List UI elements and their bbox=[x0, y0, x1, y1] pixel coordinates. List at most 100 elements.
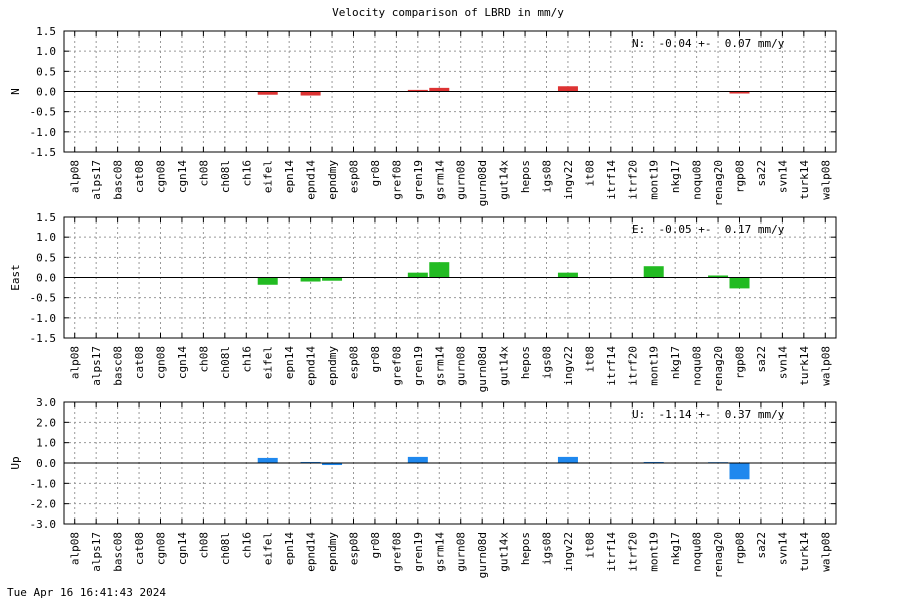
category-label: gurn08d bbox=[476, 532, 489, 578]
y-axis-title: East bbox=[9, 264, 22, 291]
category-label: mont19 bbox=[648, 160, 661, 200]
y-tick-label: 0.0 bbox=[36, 272, 56, 285]
bar-epndmy bbox=[322, 277, 343, 281]
bar-gsrm14 bbox=[429, 262, 450, 278]
category-label: itrf14 bbox=[605, 346, 618, 386]
category-label: noqu08 bbox=[691, 160, 704, 200]
category-label: sa22 bbox=[755, 532, 768, 559]
category-label: cgn14 bbox=[176, 160, 189, 193]
bar-rgp08 bbox=[729, 91, 750, 94]
bar-epnd14 bbox=[300, 91, 321, 96]
bar-ingv22 bbox=[557, 272, 578, 278]
bar-ingv22 bbox=[557, 456, 578, 463]
category-label: turk14 bbox=[798, 346, 811, 386]
y-tick-label: 0.0 bbox=[36, 86, 56, 99]
category-label: gurn08d bbox=[476, 346, 489, 392]
category-label: gr08 bbox=[369, 346, 382, 373]
category-label: gurn08 bbox=[455, 346, 468, 386]
category-label: ch08l bbox=[219, 160, 232, 193]
bar-eifel bbox=[257, 91, 278, 95]
category-label: rgp08 bbox=[734, 160, 747, 193]
y-tick-label: 0.5 bbox=[36, 251, 56, 264]
category-label: turk14 bbox=[798, 160, 811, 200]
category-label: igs08 bbox=[541, 532, 554, 565]
category-label: ingv22 bbox=[562, 160, 575, 200]
category-label: cat08 bbox=[133, 346, 146, 379]
y-tick-label: -1.0 bbox=[30, 477, 57, 490]
category-label: nkg17 bbox=[669, 160, 682, 193]
category-label: ch16 bbox=[240, 346, 253, 373]
stat-annotation: E: -0.05 +- 0.17 mm/y bbox=[632, 223, 785, 236]
bar-rgp08 bbox=[729, 277, 750, 289]
category-label: eifel bbox=[262, 532, 275, 565]
category-label: itrf20 bbox=[626, 532, 639, 572]
category-label: alps17 bbox=[90, 160, 103, 200]
category-label: alp08 bbox=[69, 160, 82, 193]
category-label: cgn08 bbox=[155, 532, 168, 565]
category-label: renag20 bbox=[712, 160, 725, 206]
category-label: epndmy bbox=[326, 160, 339, 200]
category-label: cat08 bbox=[133, 532, 146, 565]
category-label: gsrm14 bbox=[433, 160, 446, 200]
category-label: it08 bbox=[583, 160, 596, 187]
category-label: ingv22 bbox=[562, 346, 575, 386]
category-label: turk14 bbox=[798, 532, 811, 572]
y-axis-title: N bbox=[9, 88, 22, 95]
y-tick-label: 0.5 bbox=[36, 65, 56, 78]
panel-east: 1.5 1.0 0.5 0.0 -0.5 -1.0 -1.5 alp08 alps17 basc0… bbox=[9, 211, 837, 392]
category-label: walp08 bbox=[819, 346, 832, 386]
category-label: svn14 bbox=[776, 532, 789, 565]
category-label: noqu08 bbox=[691, 346, 704, 386]
category-label: cgn14 bbox=[176, 346, 189, 379]
category-label: ch16 bbox=[240, 160, 253, 187]
stat-annotation: N: -0.04 +- 0.07 mm/y bbox=[632, 37, 785, 50]
category-label: igs08 bbox=[541, 160, 554, 193]
category-label: gut14x bbox=[498, 346, 511, 386]
category-label: itrf20 bbox=[626, 160, 639, 200]
category-label: ch08l bbox=[219, 346, 232, 379]
category-label: alps17 bbox=[90, 346, 103, 386]
category-label: esp08 bbox=[348, 532, 361, 565]
category-label: noqu08 bbox=[691, 532, 704, 572]
y-tick-label: -1.5 bbox=[30, 146, 57, 159]
category-label: rgp08 bbox=[734, 532, 747, 565]
category-label: mont19 bbox=[648, 532, 661, 572]
bar-epndmy bbox=[322, 463, 343, 466]
category-label: gr08 bbox=[369, 532, 382, 559]
category-label: svn14 bbox=[776, 160, 789, 193]
category-label: ch08 bbox=[197, 532, 210, 559]
category-label: alp08 bbox=[69, 532, 82, 565]
category-label: gref08 bbox=[390, 346, 403, 386]
y-axis-title: Up bbox=[9, 456, 22, 469]
y-tick-label: -1.0 bbox=[30, 126, 57, 139]
stat-annotation: U: -1.14 +- 0.37 mm/y bbox=[632, 408, 785, 421]
category-label: it08 bbox=[583, 532, 596, 559]
category-label: renag20 bbox=[712, 532, 725, 578]
bar-gren19 bbox=[407, 89, 428, 92]
bar-eifel bbox=[257, 277, 278, 285]
category-label: alps17 bbox=[90, 532, 103, 572]
category-label: walp08 bbox=[819, 160, 832, 200]
bar-gsrm14 bbox=[429, 87, 450, 92]
y-tick-label: 3.0 bbox=[36, 396, 56, 409]
category-label: ch08 bbox=[197, 346, 210, 373]
category-label: basc08 bbox=[112, 346, 125, 386]
category-label: gut14x bbox=[498, 532, 511, 572]
category-label: gr08 bbox=[369, 160, 382, 187]
category-label: cat08 bbox=[133, 160, 146, 193]
category-label: mont19 bbox=[648, 346, 661, 386]
category-label: epn14 bbox=[283, 532, 296, 565]
category-label: sa22 bbox=[755, 346, 768, 373]
category-label: gref08 bbox=[390, 532, 403, 572]
category-label: itrf14 bbox=[605, 160, 618, 200]
category-label: esp08 bbox=[348, 160, 361, 193]
bar-gren19 bbox=[407, 456, 428, 463]
category-label: gsrm14 bbox=[433, 346, 446, 386]
category-label: gref08 bbox=[390, 160, 403, 200]
category-label: cgn08 bbox=[155, 346, 168, 379]
category-label: itrf14 bbox=[605, 532, 618, 572]
y-tick-label: 0.0 bbox=[36, 457, 56, 470]
panel-up: 3.0 2.0 1.0 0.0 -1.0 -2.0 -3.0 alp08 alps17 basc0… bbox=[9, 396, 837, 578]
category-label: igs08 bbox=[541, 346, 554, 379]
